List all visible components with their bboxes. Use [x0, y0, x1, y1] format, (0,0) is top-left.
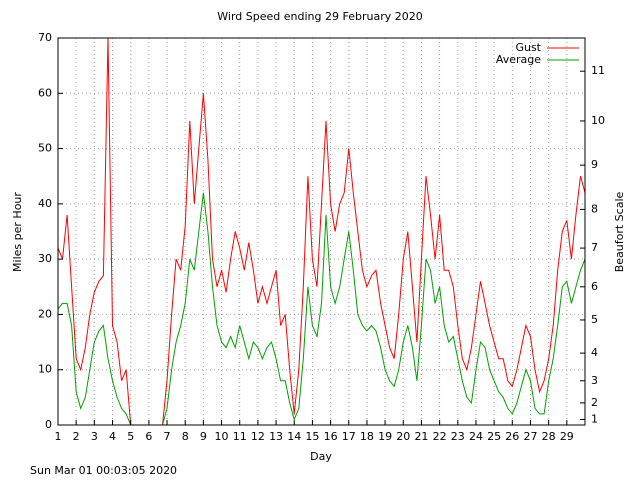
- x-tick-label: 23: [451, 430, 465, 443]
- x-tick-label: 8: [182, 430, 189, 443]
- x-tick-label: 17: [342, 430, 356, 443]
- y-axis-label: Miles per Hour: [11, 192, 24, 272]
- y-tick-label: 40: [38, 197, 52, 210]
- x-tick-label: 10: [215, 430, 229, 443]
- x-tick-label: 29: [560, 430, 574, 443]
- y2-tick-label: 11: [591, 64, 605, 77]
- x-axis-label: Day: [310, 450, 332, 463]
- x-tick-label: 14: [287, 430, 301, 443]
- x-tick-label: 3: [91, 430, 98, 443]
- x-tick-label: 13: [269, 430, 283, 443]
- x-tick-label: 2: [73, 430, 80, 443]
- x-tick-label: 11: [233, 430, 247, 443]
- x-tick-label: 19: [378, 430, 392, 443]
- x-tick-label: 25: [487, 430, 501, 443]
- x-tick-label: 20: [396, 430, 410, 443]
- x-tick-label: 26: [505, 430, 519, 443]
- y-tick-label: 30: [38, 252, 52, 265]
- legend-label: Gust: [515, 41, 541, 54]
- x-tick-label: 5: [127, 430, 134, 443]
- data-line: [58, 192, 585, 425]
- y-tick-label: 10: [38, 363, 52, 376]
- x-tick-label: 24: [469, 430, 483, 443]
- y-tick-label: 50: [38, 142, 52, 155]
- y2-tick-label: 5: [591, 313, 598, 326]
- y2-tick-label: 1: [591, 412, 598, 425]
- x-tick-label: 18: [360, 430, 374, 443]
- y2-tick-label: 10: [591, 114, 605, 127]
- x-tick-label: 4: [109, 430, 116, 443]
- x-tick-label: 15: [305, 430, 319, 443]
- y2-tick-label: 9: [591, 158, 598, 171]
- x-tick-label: 6: [145, 430, 152, 443]
- data-line: [58, 38, 585, 425]
- x-tick-label: 21: [414, 430, 428, 443]
- x-tick-label: 9: [200, 430, 207, 443]
- y2-tick-label: 2: [591, 396, 598, 409]
- y2-tick-label: 7: [591, 241, 598, 254]
- y2-tick-label: 3: [591, 374, 598, 387]
- grid: [57, 37, 585, 426]
- x-tick-label: 28: [542, 430, 556, 443]
- plot-area: [58, 38, 585, 425]
- y-tick-label: 60: [38, 86, 52, 99]
- x-tick-label: 27: [523, 430, 537, 443]
- x-tick-label: 16: [324, 430, 338, 443]
- x-tick-label: 22: [433, 430, 447, 443]
- y2-tick-label: 4: [591, 346, 598, 359]
- y-tick-label: 20: [38, 307, 52, 320]
- footer: Sun Mar 01 00:03:05 2020: [30, 464, 177, 477]
- y2-tick-label: 8: [591, 202, 598, 215]
- y-tick-label: 70: [38, 31, 52, 44]
- y2-tick-label: 6: [591, 280, 598, 293]
- chart-title: Wird Speed ending 29 February 2020: [217, 10, 422, 23]
- plot-frame: [57, 37, 586, 426]
- y2-axis-label: Beaufort Scale: [613, 191, 626, 272]
- x-tick-label: 7: [164, 430, 171, 443]
- x-tick-label: 1: [55, 430, 62, 443]
- legend-label: Average: [496, 53, 541, 66]
- x-tick-label: 12: [251, 430, 265, 443]
- y-tick-label: 0: [45, 418, 52, 431]
